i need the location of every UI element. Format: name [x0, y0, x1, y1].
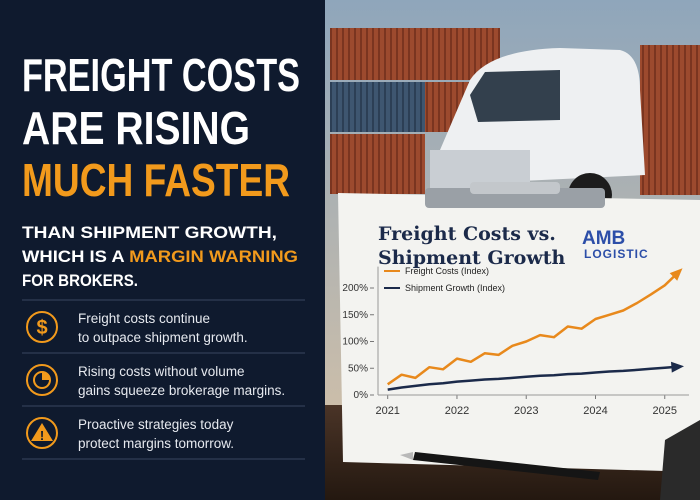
bullet-text: to outpace shipment growth.	[78, 330, 248, 345]
chart-title: Freight Costs vs.	[378, 223, 556, 245]
bullet-icon	[26, 364, 58, 396]
y-tick-label: 50%	[348, 363, 368, 374]
warning-icon	[31, 423, 53, 441]
bullet-list: $ Freight costs continue to outpace shipme…	[22, 299, 305, 460]
x-tick-label: 2024	[583, 405, 607, 417]
bullet-text: protect margins tomorrow.	[78, 436, 234, 451]
headline-highlight: MUCH FASTER	[22, 154, 290, 206]
icon-symbol: !	[40, 428, 44, 443]
logo-mark: AMB	[582, 228, 625, 249]
x-tick-label: 2022	[445, 405, 469, 417]
legend-label: Freight Costs (Index)	[405, 266, 489, 276]
clipboard	[338, 182, 700, 472]
subtitle-highlight: MARGIN WARNING	[129, 247, 298, 266]
line-arrowhead	[669, 268, 683, 281]
bullet-text: Rising costs without volume	[78, 364, 245, 379]
subtitle-text: WHICH IS A	[22, 247, 129, 266]
x-tick-label: 2021	[375, 405, 399, 417]
y-tick-label: 0%	[354, 390, 369, 401]
x-tick-label: 2023	[514, 405, 538, 417]
bullet-text: Freight costs continue	[78, 311, 210, 326]
calculator	[660, 420, 700, 500]
y-tick-label: 150%	[342, 310, 368, 321]
left-panel	[0, 0, 325, 500]
line-arrowhead	[671, 361, 684, 373]
icon-symbol: $	[36, 317, 47, 339]
headline: ARE RISING	[22, 102, 250, 154]
chart: Freight Costs vs. Shipment Growth AMB LO…	[342, 223, 689, 417]
bullet-text: Proactive strategies today	[78, 417, 234, 432]
y-tick-label: 100%	[342, 337, 368, 348]
subtitle: FOR BROKERS.	[22, 271, 138, 290]
bullet-text: gains squeeze brokerage margins.	[78, 383, 285, 398]
y-tick-label: 200%	[342, 283, 368, 294]
data-line	[386, 271, 680, 386]
x-tick-label: 2025	[653, 405, 677, 417]
legend-label: Shipment Growth (Index)	[405, 283, 505, 293]
headline: FREIGHT COSTS	[22, 49, 300, 101]
subtitle: THAN SHIPMENT GROWTH,	[22, 223, 277, 242]
pie-icon-slice	[42, 372, 50, 380]
logo-name: LOGISTIC	[584, 247, 649, 261]
pen	[400, 452, 600, 480]
data-line	[387, 365, 679, 391]
bullet-icon	[26, 311, 58, 343]
chart-title: Shipment Growth	[378, 247, 565, 269]
bullet-icon	[26, 417, 58, 449]
subtitle: WHICH IS A MARGIN WARNING	[22, 247, 298, 266]
